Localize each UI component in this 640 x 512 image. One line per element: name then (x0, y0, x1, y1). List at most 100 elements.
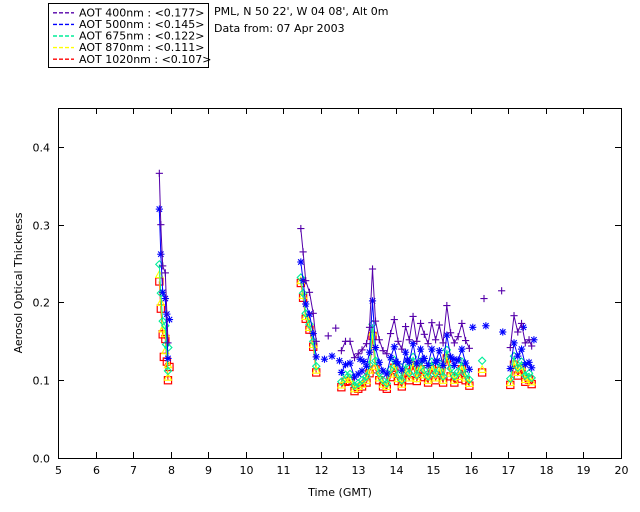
data-marker-diamond (305, 319, 314, 329)
data-marker-asterisk (358, 367, 366, 375)
data-marker-triangle (304, 322, 314, 331)
legend: AOT 400nm : <0.177>AOT 500nm : <0.145>AO… (48, 3, 212, 68)
y-tick-label: 0.0 (33, 453, 51, 466)
data-marker-plus (424, 340, 432, 348)
data-marker-asterisk (506, 364, 514, 373)
data-marker-triangle (397, 379, 407, 388)
data-marker-diamond (477, 356, 487, 366)
x-tick-label: 6 (93, 464, 100, 477)
data-marker-asterisk (390, 343, 398, 351)
x-tick-label: 12 (315, 464, 329, 477)
legend-label: AOT 500nm : <0.145> (79, 18, 205, 31)
data-marker-asterisk (433, 357, 441, 365)
data-marker-plus (390, 315, 398, 324)
data-marker-plus (462, 336, 470, 345)
x-tick-label: 19 (577, 464, 591, 477)
data-marker-triangle (412, 373, 422, 383)
data-marker-plus (514, 328, 522, 336)
data-marker-asterisk (371, 343, 380, 352)
data-marker-asterisk (469, 323, 477, 331)
data-marker-asterisk (499, 328, 507, 336)
data-marker-plus (332, 324, 340, 332)
data-marker-triangle (505, 377, 515, 387)
data-layer (154, 169, 538, 396)
data-marker-plus (446, 329, 455, 337)
data-marker-asterisk (403, 356, 411, 364)
data-marker-asterisk (354, 370, 362, 378)
data-marker-asterisk (346, 359, 354, 367)
data-marker-asterisk (155, 205, 163, 213)
data-marker-asterisk (462, 359, 470, 367)
data-marker-triangle (431, 373, 441, 382)
data-marker-asterisk (383, 370, 391, 378)
data-marker-triangle (349, 384, 360, 393)
data-marker-diamond (412, 370, 422, 380)
data-marker-plus (358, 346, 366, 354)
data-marker-diamond (163, 343, 173, 352)
legend-label: AOT 675nm : <0.122> (79, 30, 205, 43)
data-marker-diamond (423, 371, 433, 381)
y-tick-label: 0.1 (33, 375, 51, 388)
data-marker-diamond (362, 371, 371, 381)
data-marker-plus (371, 317, 380, 325)
data-marker-plus (525, 336, 533, 344)
data-marker-triangle (449, 375, 459, 384)
data-marker-triangle (464, 378, 474, 387)
x-tick-label: 18 (540, 464, 554, 477)
data-marker-asterisk (386, 354, 395, 362)
data-marker-asterisk (528, 364, 536, 372)
data-marker-triangle (378, 379, 388, 388)
x-tick-label: 20 (615, 464, 629, 477)
legend-label: AOT 400nm : <0.177> (79, 6, 205, 19)
data-marker-diamond (298, 288, 308, 298)
data-marker-triangle (527, 377, 537, 386)
data-marker-plus (405, 336, 413, 344)
data-marker-plus (309, 309, 317, 317)
data-marker-plus (428, 319, 436, 327)
data-marker-plus (337, 347, 345, 355)
data-marker-asterisk (418, 357, 426, 365)
data-marker-diamond (345, 369, 355, 379)
data-marker-asterisk (517, 345, 526, 353)
data-marker-diamond (397, 375, 407, 385)
data-marker-asterisk (328, 352, 336, 360)
data-marker-plus (431, 336, 440, 344)
data-marker-plus (510, 312, 518, 320)
data-marker-diamond (438, 371, 448, 381)
series-line (509, 355, 533, 379)
data-marker-asterisk (416, 345, 425, 353)
data-marker-triangle (404, 373, 414, 382)
legend-label: AOT 1020nm : <0.107> (79, 53, 212, 66)
data-marker-asterisk (297, 258, 305, 266)
data-marker-plus (350, 354, 359, 362)
data-marker-plus (365, 323, 374, 331)
series-line (300, 228, 317, 342)
x-tick-label: 9 (205, 464, 212, 477)
data-marker-plus (155, 169, 163, 177)
data-marker-diamond (382, 378, 392, 388)
data-marker-plus (159, 262, 167, 270)
data-marker-plus (305, 288, 314, 296)
data-marker-plus (394, 337, 402, 345)
axes-layer: 5 6 7 8 9 10 11 12 13 14 15 16 17 18 19 20 0.0 0.1 0.2 0.3 0… (33, 108, 629, 477)
data-marker-asterisk (312, 353, 320, 361)
data-marker-asterisk (337, 368, 345, 377)
data-marker-diamond (453, 367, 463, 377)
data-marker-plus (362, 340, 371, 348)
data-marker-asterisk (510, 339, 518, 347)
data-marker-asterisk (458, 345, 466, 353)
x-tick-label: 10 (240, 464, 254, 477)
x-tick-label: 13 (352, 464, 366, 477)
data-marker-plus (443, 301, 451, 310)
data-marker-asterisk (514, 352, 522, 360)
data-marker-triangle (513, 367, 523, 377)
data-marker-plus (302, 277, 310, 285)
data-marker-plus (398, 345, 406, 353)
data-marker-triangle (453, 371, 463, 380)
data-marker-asterisk (157, 250, 165, 258)
data-marker-triangle (336, 380, 346, 389)
data-marker-asterisk (302, 300, 310, 308)
data-marker-asterisk (450, 361, 458, 370)
data-marker-plus (164, 339, 172, 347)
